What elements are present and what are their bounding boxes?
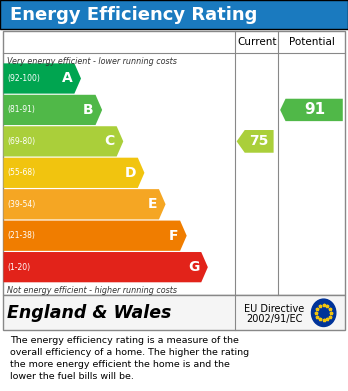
Polygon shape: [3, 95, 102, 125]
Text: 2002/91/EC: 2002/91/EC: [246, 314, 302, 324]
Polygon shape: [280, 99, 343, 121]
Text: (1-20): (1-20): [7, 263, 30, 272]
Polygon shape: [3, 158, 144, 188]
Text: C: C: [105, 135, 115, 148]
Polygon shape: [3, 189, 166, 219]
Text: D: D: [125, 166, 136, 180]
Bar: [3, 31, 345, 295]
Bar: [3, 295, 345, 330]
Text: (92-100): (92-100): [7, 74, 40, 83]
Polygon shape: [237, 130, 274, 153]
Polygon shape: [3, 221, 187, 251]
Text: (55-68): (55-68): [7, 168, 35, 178]
Text: E: E: [148, 197, 157, 211]
Polygon shape: [3, 252, 208, 282]
Text: A: A: [62, 72, 73, 86]
Text: (39-54): (39-54): [7, 200, 35, 209]
Text: G: G: [188, 260, 199, 274]
Text: Potential: Potential: [288, 37, 334, 47]
Polygon shape: [3, 63, 81, 93]
Text: The energy efficiency rating is a measure of the
overall efficiency of a home. T: The energy efficiency rating is a measur…: [10, 336, 250, 381]
Text: England & Wales: England & Wales: [7, 304, 171, 322]
Text: 75: 75: [249, 135, 268, 148]
Text: Not energy efficient - higher running costs: Not energy efficient - higher running co…: [7, 286, 177, 295]
Text: Very energy efficient - lower running costs: Very energy efficient - lower running co…: [7, 57, 177, 66]
Text: Current: Current: [237, 37, 276, 47]
Circle shape: [311, 299, 336, 326]
Text: B: B: [83, 103, 94, 117]
Text: EU Directive: EU Directive: [244, 304, 304, 314]
FancyBboxPatch shape: [0, 0, 348, 29]
Text: 91: 91: [304, 102, 325, 117]
Polygon shape: [3, 126, 123, 156]
Text: F: F: [169, 229, 179, 243]
Text: Energy Efficiency Rating: Energy Efficiency Rating: [10, 5, 258, 24]
Text: (69-80): (69-80): [7, 137, 35, 146]
Text: (81-91): (81-91): [7, 106, 35, 115]
Text: (21-38): (21-38): [7, 231, 35, 240]
